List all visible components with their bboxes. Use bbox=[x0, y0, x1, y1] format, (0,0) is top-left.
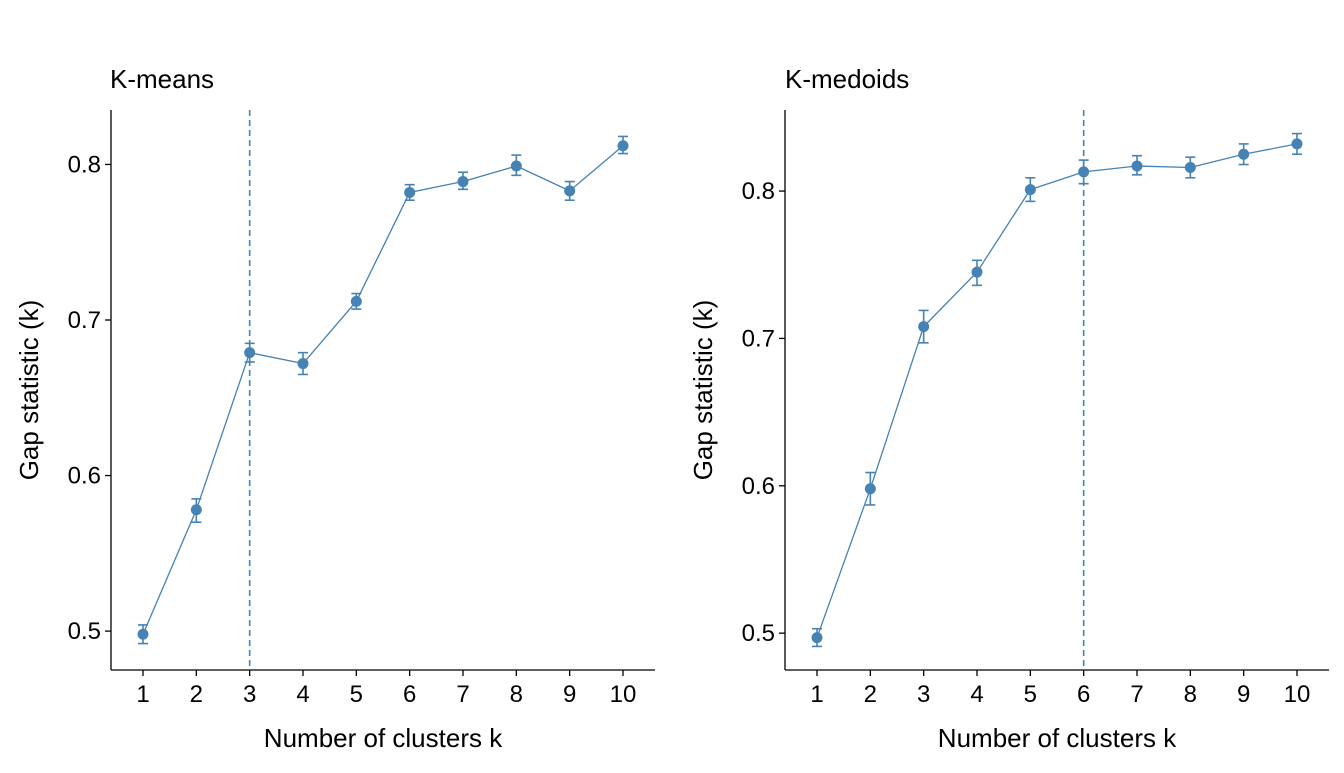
x-tick-label: 5 bbox=[350, 681, 363, 708]
x-tick-label: 6 bbox=[403, 681, 416, 708]
y-axis-title: Gap statistic (k) bbox=[14, 300, 44, 481]
x-tick-label: 10 bbox=[1284, 681, 1311, 708]
panel-title: K-means bbox=[110, 64, 214, 94]
data-point bbox=[1291, 138, 1303, 150]
data-point bbox=[1024, 184, 1036, 196]
data-point bbox=[137, 628, 149, 640]
x-tick-label: 8 bbox=[1184, 681, 1197, 708]
data-point bbox=[297, 358, 309, 370]
x-tick-label: 7 bbox=[456, 681, 469, 708]
series-line bbox=[816, 143, 1298, 638]
x-tick-label: 1 bbox=[810, 681, 823, 708]
data-point bbox=[864, 483, 876, 495]
data-point bbox=[971, 266, 983, 278]
data-point bbox=[1078, 166, 1090, 178]
x-tick-label: 10 bbox=[610, 681, 637, 708]
x-axis-title: Number of clusters k bbox=[938, 723, 1177, 753]
data-point bbox=[1184, 161, 1196, 173]
y-tick-label: 0.7 bbox=[68, 307, 101, 334]
y-tick-label: 0.5 bbox=[742, 620, 775, 647]
kmeans-panel: K-means Number of clusters k Gap statist… bbox=[14, 64, 655, 753]
y-axis-title: Gap statistic (k) bbox=[688, 300, 718, 481]
x-tick-label: 5 bbox=[1024, 681, 1037, 708]
data-point bbox=[1238, 148, 1250, 160]
data-point bbox=[510, 160, 522, 172]
x-tick-label: 4 bbox=[970, 681, 983, 708]
y-tick-label: 0.8 bbox=[68, 151, 101, 178]
x-tick-label: 2 bbox=[190, 681, 203, 708]
x-tick-label: 2 bbox=[864, 681, 877, 708]
x-tick-label: 9 bbox=[563, 681, 576, 708]
data-point bbox=[918, 321, 930, 333]
y-tick-label: 0.7 bbox=[742, 325, 775, 352]
data-point bbox=[811, 632, 823, 644]
x-tick-label: 6 bbox=[1077, 681, 1090, 708]
kmedoids-panel: K-medoids Number of clusters k Gap stati… bbox=[688, 64, 1329, 753]
x-tick-label: 9 bbox=[1237, 681, 1250, 708]
y-tick-label: 0.5 bbox=[68, 618, 101, 645]
data-point bbox=[244, 347, 256, 359]
x-tick-label: 4 bbox=[296, 681, 309, 708]
x-tick-label: 3 bbox=[917, 681, 930, 708]
y-tick-label: 0.6 bbox=[68, 463, 101, 490]
x-tick-label: 3 bbox=[243, 681, 256, 708]
data-point bbox=[190, 504, 202, 516]
x-tick-label: 8 bbox=[510, 681, 523, 708]
data-point bbox=[617, 140, 629, 152]
data-point bbox=[564, 185, 576, 197]
y-tick-label: 0.6 bbox=[742, 473, 775, 500]
x-axis-title: Number of clusters k bbox=[264, 723, 503, 753]
data-point bbox=[350, 295, 362, 307]
y-tick-label: 0.8 bbox=[742, 178, 775, 205]
x-tick-label: 1 bbox=[136, 681, 149, 708]
panel-title: K-medoids bbox=[785, 64, 909, 94]
x-tick-label: 7 bbox=[1130, 681, 1143, 708]
series-line bbox=[142, 145, 624, 635]
data-point bbox=[404, 186, 416, 198]
data-point bbox=[457, 176, 469, 188]
data-point bbox=[1131, 160, 1143, 172]
